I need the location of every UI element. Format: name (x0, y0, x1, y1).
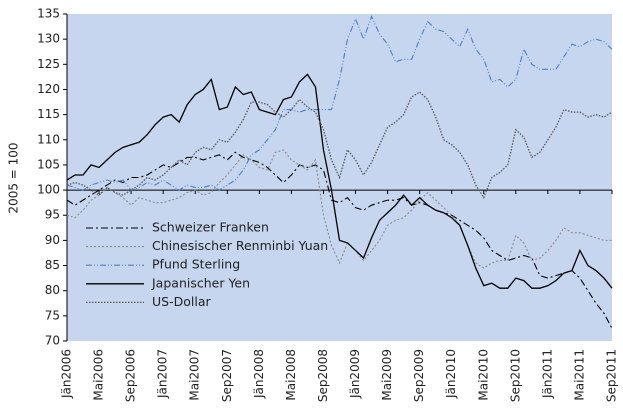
x-tick-label: Sep2010 (508, 349, 522, 402)
y-tick-label: 95 (45, 208, 60, 222)
legend-label: Japanischer Yen (151, 275, 250, 290)
y-tick-label: 85 (45, 258, 60, 272)
x-tick-label: Sep2009 (412, 349, 426, 402)
x-tick-label: Mai2006 (92, 349, 106, 401)
series-line (66, 73, 613, 289)
y-tick-label: 125 (37, 57, 60, 71)
legend-label: US-Dollar (152, 294, 211, 309)
legend-label: Chinesischer Renminbi Yuan (152, 238, 328, 253)
series-line (66, 15, 613, 191)
x-tick-label: Jän2006 (60, 349, 74, 399)
x-tick-label: Jän2007 (156, 349, 170, 399)
x-tick-label: Mai2010 (476, 349, 490, 401)
x-tick-label: Jän2009 (348, 349, 362, 399)
y-tick-label: 100 (37, 183, 60, 197)
x-tick-label: Jän2010 (444, 349, 458, 399)
series-line (66, 149, 612, 269)
x-tick-label: Jän2008 (252, 349, 266, 399)
y-tick-label: 75 (45, 308, 60, 322)
y-tick-label: 120 (37, 82, 60, 96)
legend-label: Pfund Sterling (152, 257, 240, 272)
x-tick-label: Jän2011 (540, 349, 554, 399)
x-tick-label: Sep2007 (220, 349, 234, 402)
y-tick-label: 130 (37, 32, 60, 46)
y-tick-label: 115 (37, 107, 60, 121)
series-line (66, 91, 613, 200)
y-tick-label: 135 (37, 7, 60, 21)
x-tick-label: Sep2008 (316, 349, 330, 402)
x-tick-label: Sep2011 (605, 349, 619, 402)
y-axis-label: 2005 = 100 (7, 142, 21, 213)
legend-label: Schweizer Franken (152, 220, 269, 235)
y-tick-label: 90 (45, 233, 60, 247)
x-tick-label: Mai2008 (284, 349, 298, 401)
y-tick-label: 110 (37, 132, 60, 146)
y-tick-label: 80 (45, 283, 60, 297)
y-tick-label: 70 (45, 334, 60, 348)
x-tick-label: Mai2009 (380, 349, 394, 401)
y-tick-label: 105 (37, 157, 60, 171)
x-tick-label: Sep2006 (124, 349, 138, 402)
x-tick-label: Mai2007 (188, 349, 202, 401)
x-tick-label: Mai2011 (572, 349, 586, 401)
